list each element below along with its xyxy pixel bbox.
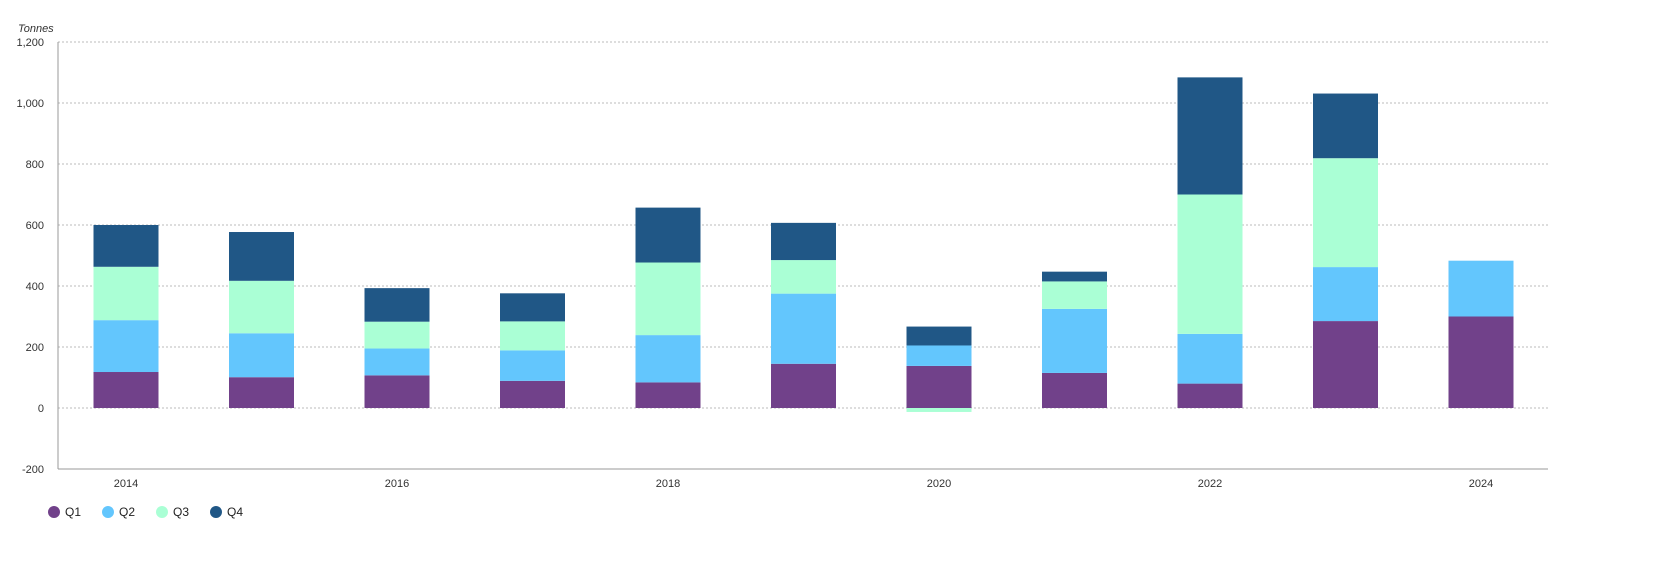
bar-2024-q2 (1448, 260, 1514, 317)
y-tick-label: 400 (26, 281, 44, 293)
x-tick-label: 2016 (385, 478, 409, 490)
bar-2018-q1 (635, 382, 701, 408)
bar-2016-q3 (364, 321, 430, 349)
bar-2021-q3 (1042, 281, 1107, 309)
bar-2019-q2 (771, 293, 836, 364)
bar-2020-q4 (906, 326, 972, 346)
bar-2015-q3 (229, 280, 294, 334)
bars (93, 77, 1514, 412)
y-tick-label: 600 (26, 220, 44, 232)
legend-label-q1: Q1 (65, 505, 81, 519)
bar-2023-q2 (1313, 267, 1378, 322)
bar-2016-q1 (364, 375, 430, 408)
y-tick-label: 1,200 (16, 37, 44, 49)
bar-2014-q4 (93, 225, 159, 267)
legend-label-q4: Q4 (227, 505, 243, 519)
bar-2015-q2 (229, 333, 294, 378)
bar-2018-q2 (635, 335, 701, 383)
bar-2017-q1 (500, 380, 565, 408)
bar-2021-q2 (1042, 308, 1107, 373)
bar-2017-q4 (500, 293, 565, 322)
bar-2016-q4 (364, 288, 430, 322)
bar-2014-q1 (93, 372, 159, 408)
y-tick-label: -200 (22, 464, 44, 476)
bar-2019-q3 (771, 260, 836, 294)
bar-2024-q1 (1448, 316, 1514, 408)
bar-2023-q4 (1313, 93, 1378, 159)
bar-2022-q2 (1177, 333, 1243, 384)
axes: -200 0 200 400 600 800 1,000 1,200 2014 2016 2018 2… (16, 37, 1548, 490)
bar-2023-q3 (1313, 158, 1378, 268)
bar-2020-q3 (906, 408, 972, 412)
legend: Q1 Q2 Q3 Q4 (48, 505, 243, 519)
x-tick-label: 2024 (1469, 478, 1493, 490)
x-tick-label: 2018 (656, 478, 680, 490)
x-tick-label: 2022 (1198, 478, 1222, 490)
x-tick-label: 2014 (114, 478, 138, 490)
bar-2021-q1 (1042, 372, 1107, 408)
legend-swatch-q1 (48, 506, 60, 518)
legend-swatch-q4 (210, 506, 222, 518)
legend-swatch-q3 (156, 506, 168, 518)
bar-2022-q1 (1177, 383, 1243, 408)
x-tick-label: 2020 (927, 478, 951, 490)
bar-2019-q4 (771, 222, 836, 261)
bar-2017-q2 (500, 350, 565, 381)
bar-2015-q4 (229, 232, 294, 281)
bar-2022-q3 (1177, 194, 1243, 334)
bar-2020-q1 (906, 365, 972, 408)
bar-2022-q4 (1177, 77, 1243, 195)
y-tick-label: 0 (38, 403, 44, 415)
bar-2020-q2 (906, 345, 972, 366)
legend-label-q2: Q2 (119, 505, 135, 519)
bar-2016-q2 (364, 348, 430, 376)
y-tick-label: 200 (26, 342, 44, 354)
bar-2014-q2 (93, 320, 159, 373)
bar-2018-q4 (635, 207, 701, 263)
bar-2017-q3 (500, 321, 565, 351)
y-tick-label: 1,000 (16, 98, 44, 110)
legend-label-q3: Q3 (173, 505, 189, 519)
bar-2021-q4 (1042, 271, 1107, 282)
y-axis-unit-label: Tonnes (18, 23, 54, 35)
bar-2015-q1 (229, 377, 294, 408)
legend-swatch-q2 (102, 506, 114, 518)
y-tick-label: 800 (26, 159, 44, 171)
bar-2019-q1 (771, 363, 836, 408)
bar-2023-q1 (1313, 321, 1378, 408)
bar-2014-q3 (93, 266, 159, 321)
bar-2018-q3 (635, 262, 701, 336)
